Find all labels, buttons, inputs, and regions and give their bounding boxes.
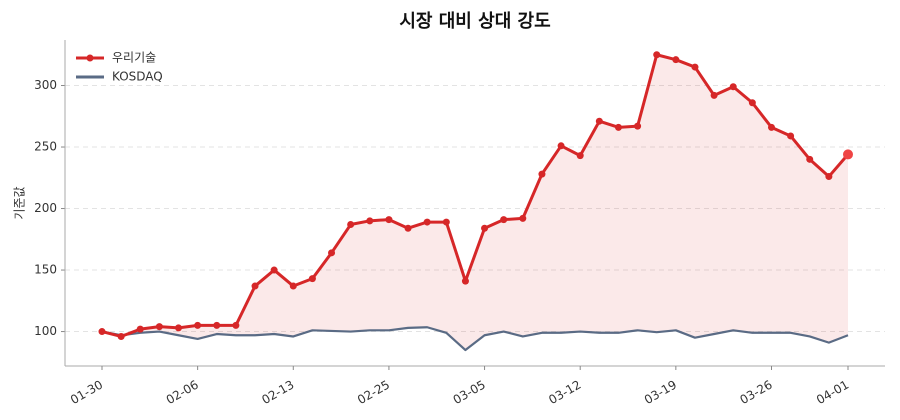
point (729, 83, 737, 91)
point (289, 282, 297, 290)
point (519, 214, 527, 222)
point (538, 170, 546, 178)
point (653, 51, 661, 59)
point (710, 91, 718, 99)
line (101, 326, 849, 352)
point (347, 221, 355, 229)
point (806, 155, 814, 163)
x-tick-label: 02-25 (355, 378, 392, 408)
point (691, 63, 699, 71)
point (481, 224, 489, 232)
point (672, 56, 680, 64)
point (843, 149, 853, 160)
point (366, 217, 374, 225)
y-tick-label: 200 (34, 201, 57, 215)
y-tick-label: 250 (34, 140, 57, 154)
point (557, 142, 565, 150)
point (442, 218, 450, 226)
chart-title: 시장 대비 상대 강도 (399, 11, 550, 32)
point (576, 152, 584, 160)
y-axis-label: 기준값 (13, 186, 27, 219)
x-tick-label: 02-13 (259, 378, 296, 408)
x-tick-label: 03-26 (738, 378, 775, 408)
point (404, 224, 412, 232)
point (328, 249, 336, 257)
legend-marker (86, 54, 94, 62)
point (270, 266, 278, 274)
point (213, 321, 221, 329)
legend-label: KOSDAQ (112, 70, 163, 84)
legend-label: 우리기술 (112, 51, 156, 65)
point (767, 123, 775, 131)
line (101, 53, 850, 338)
x-tick-label: 03-12 (546, 378, 583, 408)
x-tick-label: 02-06 (164, 378, 201, 408)
y-tick-label: 300 (34, 78, 57, 92)
point (175, 324, 183, 332)
y-tick-label: 150 (34, 263, 57, 277)
point (500, 216, 508, 224)
point (634, 122, 642, 130)
point (595, 117, 603, 125)
point (308, 275, 316, 283)
point (136, 325, 144, 333)
x-tick-label: 04-01 (814, 378, 851, 408)
point (155, 323, 163, 331)
point (98, 328, 106, 336)
x-tick-label: 03-05 (451, 378, 488, 408)
point (117, 332, 125, 340)
point (825, 173, 833, 181)
point (385, 216, 393, 224)
point (787, 132, 795, 140)
point (423, 218, 431, 226)
x-tick-label: 01-30 (68, 378, 105, 408)
point (614, 123, 622, 131)
point (748, 99, 756, 107)
point (461, 277, 469, 285)
area-fill (102, 54, 848, 351)
y-tick-label: 100 (34, 324, 57, 338)
point (251, 282, 259, 290)
x-tick-label: 03-19 (642, 378, 679, 408)
point (232, 321, 240, 329)
point (194, 321, 202, 329)
